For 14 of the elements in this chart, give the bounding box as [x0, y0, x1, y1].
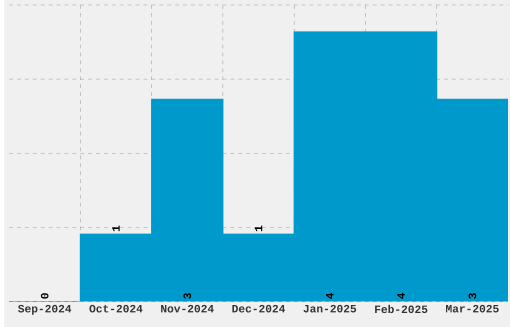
data-label: 3 [468, 292, 476, 299]
data-label: 3 [183, 292, 192, 299]
data-label: 4 [397, 292, 405, 299]
x-tick-label: Oct-2024 [89, 304, 143, 312]
x-tick-label: Feb-2025 [375, 304, 428, 313]
data-label: 4 [326, 292, 334, 299]
x-tick-label: Mar-2025 [446, 304, 499, 312]
data-label: 1 [112, 225, 120, 231]
x-tick-label: Sep-2024 [18, 304, 72, 315]
data-label: 1 [254, 225, 262, 231]
x-tick-label: Jan-2025 [303, 304, 356, 312]
x-tick-label: Nov-2024 [161, 304, 214, 312]
x-tick-label: Dec-2024 [232, 304, 286, 312]
data-label: 0 [40, 293, 48, 298]
